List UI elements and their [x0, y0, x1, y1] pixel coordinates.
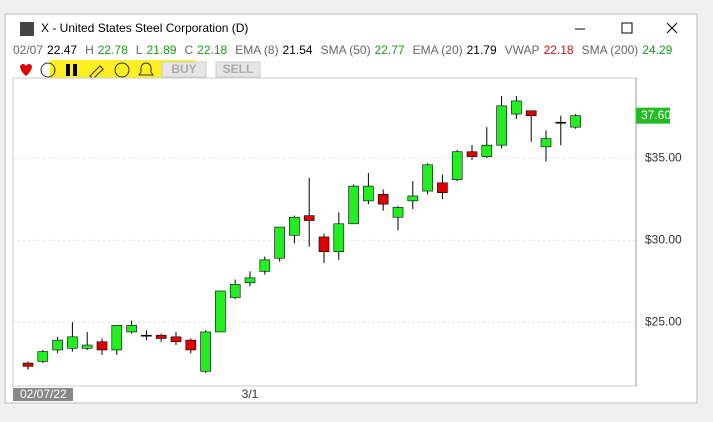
watch-icon[interactable]: [20, 64, 32, 76]
candle-body: [215, 290, 226, 333]
candle-body: [363, 185, 374, 202]
stats-bar: 02/07 22.47 H 22.78 L 21.89 C 22.18 EMA (8) 21.54…: [13, 43, 673, 57]
maximize[interactable]: [621, 22, 633, 34]
stat-text: 21.54: [283, 43, 313, 57]
buy-label: BUY: [171, 62, 196, 76]
stat-text: 22.18: [544, 43, 574, 57]
candle-body: [244, 277, 256, 284]
chart-type-icon[interactable]: [66, 64, 77, 76]
candle-body: [555, 121, 567, 124]
x-tick-label: 02/07/22: [20, 387, 67, 401]
candle-body: [318, 236, 330, 252]
candle-body: [466, 151, 478, 157]
app-icon: [20, 22, 34, 36]
candle-body: [377, 194, 389, 205]
stat-text: 21.79: [467, 43, 497, 57]
candle-body: [525, 110, 537, 116]
stat-text: C: [184, 43, 193, 57]
candle-body: [37, 351, 49, 362]
stat-text: 02/07: [13, 43, 43, 57]
candle-body: [52, 339, 63, 351]
buy-button[interactable]: [161, 61, 207, 78]
stat-text: SMA (50): [321, 43, 371, 57]
candle-body: [185, 339, 197, 351]
stat-text: EMA (8): [235, 43, 278, 57]
candle-body: [540, 138, 552, 148]
candle-body: [511, 100, 522, 115]
candle-body: [407, 195, 419, 202]
candle-body: [111, 325, 123, 351]
last-price-box: [636, 107, 670, 124]
y-tick-label: $35.00: [645, 150, 682, 164]
stat-text: 22.78: [98, 43, 128, 57]
alert-icon[interactable]: [138, 62, 154, 76]
candle-body: [96, 341, 108, 351]
candle-body: [496, 105, 507, 146]
candle-body: [155, 334, 167, 339]
candle-body: [81, 344, 93, 349]
close[interactable]: [666, 22, 678, 34]
candle-body: [451, 151, 463, 180]
stat-text: VWAP: [505, 43, 540, 57]
candle-body: [289, 216, 300, 236]
stat-text: L: [136, 43, 143, 57]
candle-body: [437, 182, 448, 193]
candle-body: [303, 215, 315, 221]
stat-text: 24.29: [642, 43, 672, 57]
indicator-icon[interactable]: [114, 62, 130, 78]
candle-body: [422, 164, 433, 192]
window-title: X - United States Steel Corporation (D): [41, 21, 248, 35]
candle-body: [392, 207, 404, 218]
stat-text: SMA (200): [582, 43, 639, 57]
stat-text: 22.47: [47, 43, 77, 57]
last-price-label: 37.60: [641, 108, 671, 122]
candle-body: [333, 223, 345, 252]
candle-body: [229, 284, 241, 298]
candle-body: [141, 334, 152, 337]
sell-label: SELL: [223, 62, 254, 76]
candle-body: [22, 362, 34, 367]
candle-body: [348, 185, 359, 225]
candle-body: [170, 336, 182, 343]
stat-text: H: [85, 43, 94, 57]
sell-button[interactable]: [215, 61, 261, 78]
candle-body: [259, 259, 271, 272]
y-tick-label: $30.00: [645, 232, 682, 246]
candle-body: [570, 115, 581, 128]
candle-body: [274, 226, 285, 259]
date-box: [13, 388, 73, 401]
candle-body: [67, 336, 78, 349]
stat-text: 22.77: [375, 43, 405, 57]
candle-body: [481, 144, 493, 157]
plot-area: [12, 77, 637, 387]
candle-body: [126, 325, 137, 333]
x-tick-label: 3/1: [242, 387, 259, 401]
stat-text: 21.89: [146, 43, 176, 57]
candle-body: [200, 331, 211, 372]
y-tick-label: $25.00: [645, 314, 682, 328]
stat-text: 22.18: [197, 43, 227, 57]
clock-icon[interactable]: [40, 62, 56, 78]
stat-text: EMA (20): [413, 43, 463, 57]
